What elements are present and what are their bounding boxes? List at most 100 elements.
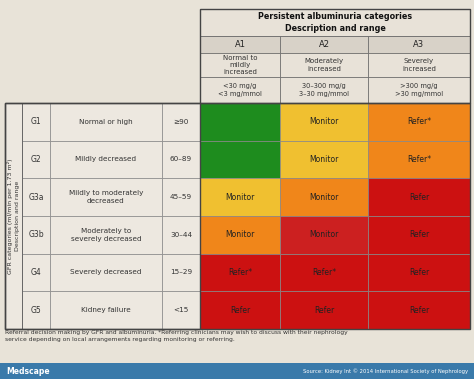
Text: Refer: Refer	[409, 193, 429, 202]
Bar	[162, 179, 200, 216]
Text: G2: G2	[31, 155, 41, 164]
Text: G3b: G3b	[28, 230, 44, 239]
Text: <30 mg/g
<3 mg/mmol: <30 mg/g <3 mg/mmol	[218, 83, 262, 97]
Bar	[368, 254, 470, 291]
Text: Moderately to
severely decreased: Moderately to severely decreased	[71, 228, 141, 241]
Bar	[162, 291, 200, 329]
Bar	[368, 216, 470, 254]
Text: Refer: Refer	[409, 230, 429, 239]
Text: Persistent albuminuria categories
Description and range: Persistent albuminuria categories Descri…	[258, 13, 412, 33]
Text: A3: A3	[413, 40, 425, 49]
Text: G4: G4	[31, 268, 41, 277]
Bar	[22, 103, 50, 141]
Text: Refer*: Refer*	[312, 268, 336, 277]
Text: Refer: Refer	[409, 306, 429, 315]
Text: Monitor: Monitor	[225, 193, 255, 202]
Bar	[22, 291, 50, 329]
Bar	[200, 179, 280, 216]
Text: GFR categories (ml/min per 1.73 m²)
Description and range: GFR categories (ml/min per 1.73 m²) Desc…	[8, 158, 19, 274]
Bar	[162, 254, 200, 291]
Text: Mildly decreased: Mildly decreased	[75, 157, 137, 163]
Bar	[368, 179, 470, 216]
Bar	[368, 77, 470, 103]
Text: Normal or high: Normal or high	[79, 119, 133, 125]
Bar	[50, 254, 162, 291]
Bar	[200, 9, 470, 36]
Bar	[280, 291, 368, 329]
Bar	[200, 254, 280, 291]
Text: Monitor: Monitor	[310, 155, 339, 164]
Text: G3a: G3a	[28, 193, 44, 202]
Text: Severely
increased: Severely increased	[402, 58, 436, 72]
Bar	[200, 291, 280, 329]
Text: 45–59: 45–59	[170, 194, 192, 200]
Bar	[200, 216, 280, 254]
Bar	[368, 53, 470, 77]
Bar	[280, 141, 368, 179]
Bar	[280, 53, 368, 77]
Bar	[200, 103, 280, 141]
Bar	[5, 103, 200, 329]
Bar	[22, 141, 50, 179]
Text: Refer*: Refer*	[407, 155, 431, 164]
Bar	[5, 9, 200, 103]
Text: Monitor: Monitor	[310, 193, 339, 202]
Text: ≥90: ≥90	[173, 119, 189, 125]
Bar	[200, 77, 280, 103]
Text: Severely decreased: Severely decreased	[70, 269, 142, 276]
Bar	[280, 216, 368, 254]
Bar	[280, 179, 368, 216]
Bar	[50, 179, 162, 216]
Text: Refer: Refer	[409, 268, 429, 277]
Text: A1: A1	[235, 40, 246, 49]
Bar	[162, 216, 200, 254]
Bar	[5, 103, 22, 329]
Bar	[50, 141, 162, 179]
Bar	[280, 254, 368, 291]
Text: Normal to
mildly
increased: Normal to mildly increased	[223, 55, 257, 75]
Text: A2: A2	[319, 40, 329, 49]
Bar	[200, 53, 280, 77]
Text: 60–89: 60–89	[170, 157, 192, 163]
Text: Refer: Refer	[314, 306, 334, 315]
Bar	[280, 36, 368, 53]
Text: 30–300 mg/g
3–30 mg/mmol: 30–300 mg/g 3–30 mg/mmol	[299, 83, 349, 97]
Text: Monitor: Monitor	[310, 117, 339, 126]
Bar	[50, 291, 162, 329]
Bar	[368, 36, 470, 53]
Bar	[162, 103, 200, 141]
Bar	[22, 179, 50, 216]
Text: Mildly to moderately
decreased: Mildly to moderately decreased	[69, 190, 143, 204]
Bar	[200, 141, 280, 179]
Text: Refer: Refer	[230, 306, 250, 315]
Bar	[0, 363, 474, 379]
Text: Refer*: Refer*	[228, 268, 252, 277]
Bar	[200, 36, 280, 53]
Bar	[280, 77, 368, 103]
Bar	[162, 141, 200, 179]
Bar	[50, 103, 162, 141]
Bar	[22, 216, 50, 254]
Bar	[368, 141, 470, 179]
Text: Medscape: Medscape	[6, 366, 50, 376]
Bar	[280, 103, 368, 141]
Text: Refer*: Refer*	[407, 117, 431, 126]
Bar	[200, 9, 470, 103]
Text: G5: G5	[31, 306, 41, 315]
Text: Monitor: Monitor	[310, 230, 339, 239]
Bar	[22, 254, 50, 291]
Text: 15–29: 15–29	[170, 269, 192, 276]
Text: Referral decision making by GFR and albuminuria. *Referring clinicians may wish : Referral decision making by GFR and albu…	[5, 330, 347, 341]
Bar	[5, 103, 470, 329]
Text: Source: Kidney Int © 2014 International Society of Nephrology: Source: Kidney Int © 2014 International …	[303, 368, 468, 374]
Text: Monitor: Monitor	[225, 230, 255, 239]
Bar	[50, 216, 162, 254]
Text: <15: <15	[173, 307, 189, 313]
Text: Moderately
increased: Moderately increased	[304, 58, 344, 72]
Text: 30–44: 30–44	[170, 232, 192, 238]
Text: Kidney failure: Kidney failure	[81, 307, 131, 313]
Bar	[368, 103, 470, 141]
Text: G1: G1	[31, 117, 41, 126]
Bar	[368, 291, 470, 329]
Text: >300 mg/g
>30 mg/mmol: >300 mg/g >30 mg/mmol	[395, 83, 443, 97]
